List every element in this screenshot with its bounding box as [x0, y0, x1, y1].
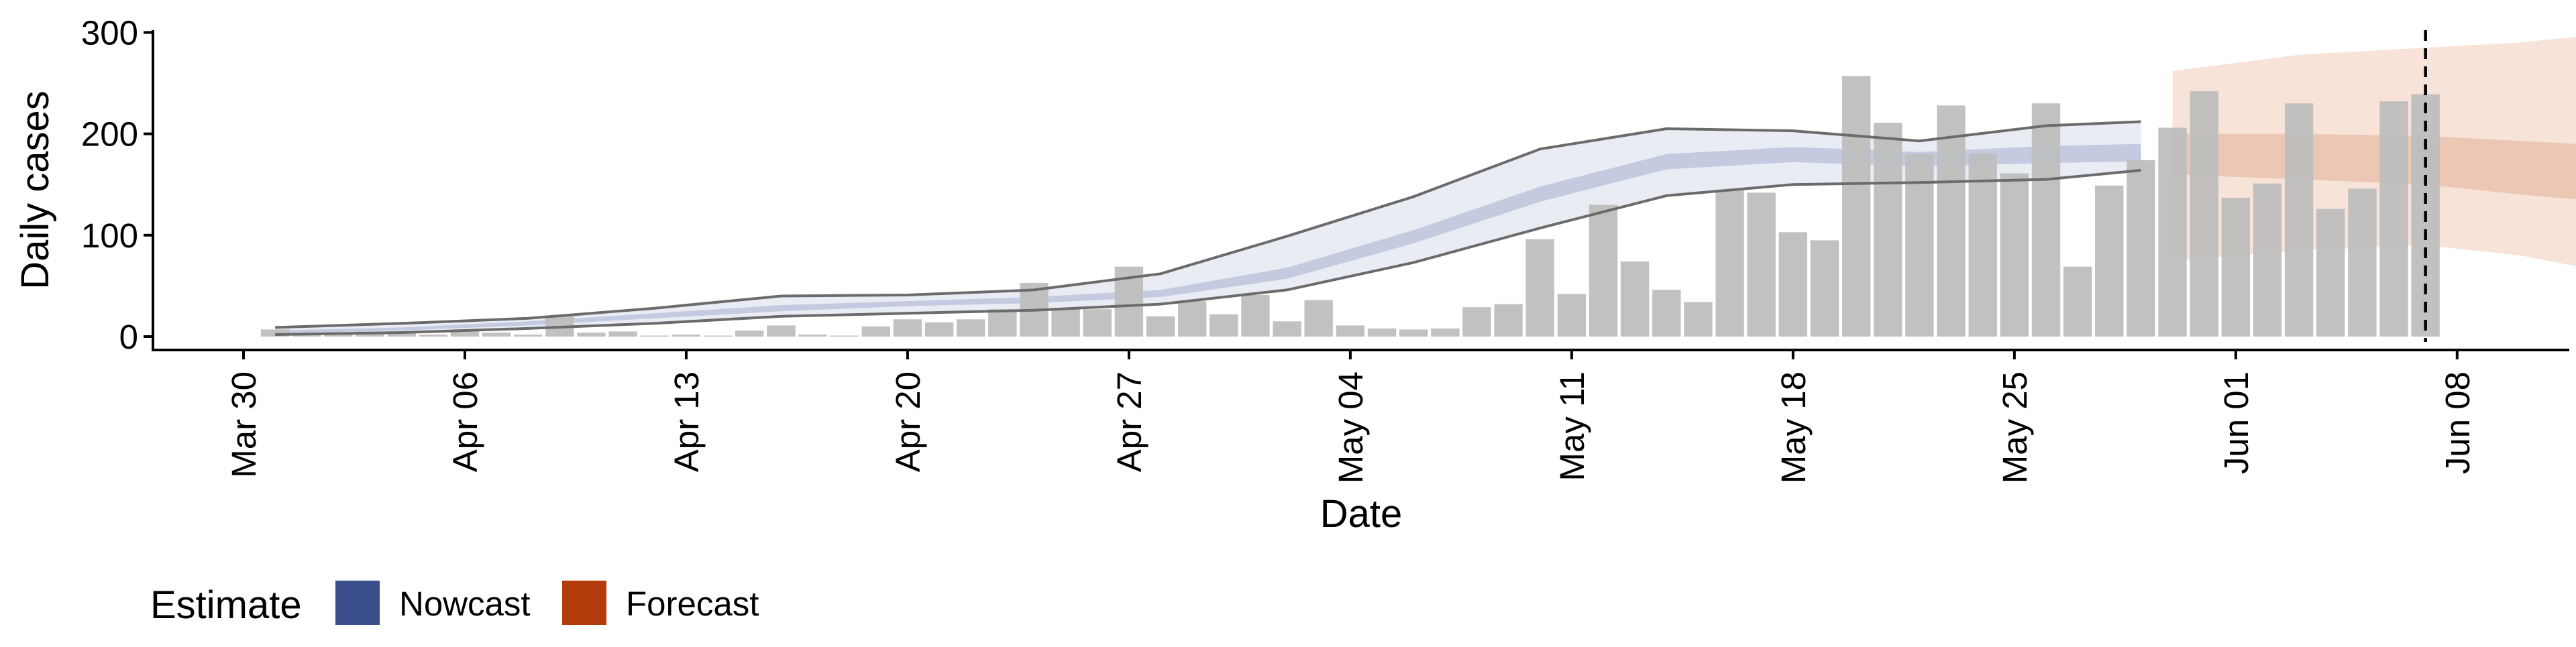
case-bar	[1589, 204, 1617, 337]
case-bar	[2032, 103, 2060, 337]
case-bar	[1431, 329, 1459, 337]
case-bar	[1462, 307, 1491, 337]
case-bar	[1051, 308, 1079, 337]
x-tick-label: May 18	[1774, 371, 1813, 483]
legend-swatch-forecast	[562, 581, 606, 625]
case-bar	[1937, 105, 1965, 337]
case-bar	[2095, 186, 2123, 337]
case-bar	[1305, 300, 1333, 337]
case-bar	[1684, 302, 1712, 337]
x-tick-label: Jun 08	[2438, 371, 2477, 474]
case-bar	[957, 319, 985, 337]
legend: Estimate Nowcast Forecast	[150, 581, 759, 627]
case-bar	[419, 335, 447, 337]
y-tick-label: 200	[81, 115, 138, 154]
case-bar	[1368, 329, 1396, 337]
case-bar	[2316, 209, 2345, 337]
case-bar	[1210, 314, 1238, 337]
y-tick-label: 300	[81, 13, 138, 52]
reported-cases-bars	[261, 76, 2440, 337]
case-bar	[1558, 294, 1586, 337]
case-bar	[1178, 301, 1206, 337]
y-axis-title: Daily cases	[13, 91, 57, 290]
case-bar	[1811, 240, 1839, 337]
case-bar	[1621, 261, 1649, 337]
case-bar	[988, 309, 1016, 337]
x-tick-label: Apr 06	[446, 371, 484, 472]
x-tick-label: Mar 30	[225, 371, 263, 478]
case-bar	[1083, 309, 1112, 337]
case-bar	[2063, 267, 2092, 337]
case-bar	[609, 331, 637, 337]
case-bar	[1336, 325, 1364, 337]
case-bar	[2222, 198, 2250, 337]
case-bar	[641, 336, 669, 337]
case-bar	[577, 333, 605, 337]
case-bar	[767, 325, 795, 337]
case-bar	[2190, 91, 2218, 337]
case-bar	[2127, 160, 2155, 337]
case-bar	[1748, 192, 1776, 337]
case-bar	[2348, 188, 2376, 337]
case-bar	[1715, 190, 1743, 337]
x-axis-title: Date	[1320, 492, 1403, 536]
case-bar	[2000, 174, 2029, 337]
y-tick-label: 100	[81, 217, 138, 255]
x-tick-label: May 25	[1996, 371, 2034, 483]
case-bar	[830, 336, 858, 337]
case-bar	[704, 336, 732, 337]
x-tick-label: Apr 27	[1110, 371, 1148, 472]
case-bar	[798, 335, 826, 337]
case-bar	[1779, 232, 1807, 337]
x-tick-label: Apr 13	[667, 371, 706, 472]
case-bar	[1399, 329, 1428, 337]
legend-swatch-nowcast	[335, 581, 380, 625]
case-bar	[1273, 321, 1301, 337]
x-tick-label: May 04	[1332, 371, 1370, 483]
case-bar	[735, 331, 763, 337]
case-bar	[1842, 76, 1870, 337]
case-bar	[1526, 239, 1554, 337]
case-bar	[862, 327, 890, 337]
case-bar	[925, 322, 953, 337]
case-bar	[2285, 103, 2313, 337]
legend-label-nowcast: Nowcast	[399, 585, 531, 623]
case-bar	[451, 331, 479, 337]
legend-title: Estimate	[150, 583, 302, 627]
x-tick-label: Apr 20	[889, 371, 927, 472]
case-bar	[1652, 290, 1680, 337]
case-bar	[2158, 128, 2186, 337]
case-bar	[1494, 304, 1522, 337]
case-bar	[2253, 184, 2282, 337]
x-tick-label: Jun 01	[2217, 371, 2255, 474]
case-bar	[1874, 123, 1902, 337]
case-bar	[1241, 295, 1269, 337]
case-bar	[514, 335, 542, 337]
y-tick-label: 0	[119, 318, 138, 356]
case-bar	[1146, 316, 1175, 337]
case-bar	[894, 319, 922, 337]
x-tick-label: May 11	[1553, 371, 1591, 481]
case-bar	[672, 335, 700, 337]
legend-label-forecast: Forecast	[626, 585, 759, 623]
case-bar	[482, 333, 511, 337]
case-bar	[2379, 101, 2408, 337]
